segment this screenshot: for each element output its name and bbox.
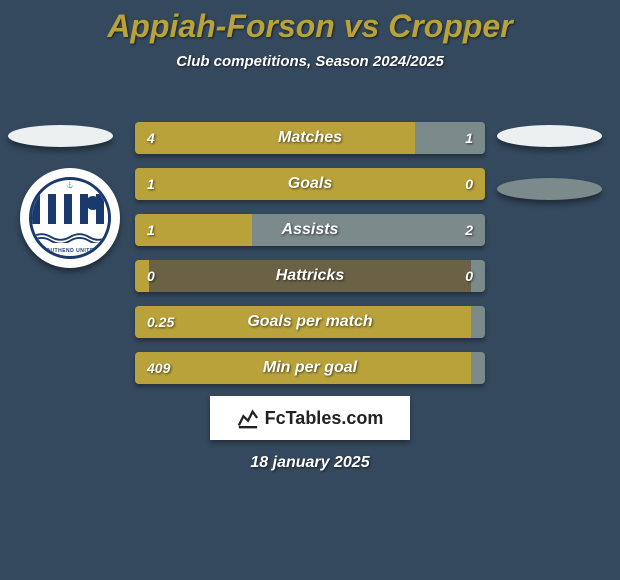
stat-bar-left [135, 352, 471, 384]
badge-top-text: ⚓ [32, 182, 108, 189]
stat-bar-right [252, 214, 485, 246]
stat-value-left: 1 [147, 214, 155, 246]
shadow-ellipse [497, 125, 602, 147]
page-title: Appiah-Forson vs Cropper [0, 0, 620, 45]
stat-value-right: 2 [465, 214, 473, 246]
stat-bar-left [135, 306, 471, 338]
footer-brand-text: FcTables.com [265, 408, 384, 429]
badge-waves-icon [32, 230, 108, 242]
stat-bar-left [135, 168, 485, 200]
stat-value-right: 0 [465, 168, 473, 200]
stat-bar-right [415, 122, 485, 154]
shadow-ellipse [497, 178, 602, 200]
stat-row: 12Assists [135, 214, 485, 246]
stat-value-left: 409 [147, 352, 170, 384]
stat-row: 0 0Hattricks [135, 260, 485, 292]
badge-bottom-text: SOUTHEND UNITED [32, 248, 108, 254]
stat-bar-right [471, 260, 485, 292]
stat-bars: 41Matches10Goals12Assists00Hattricks0.25… [135, 122, 485, 398]
stat-bar-left [135, 122, 415, 154]
stat-row: 10Goals [135, 168, 485, 200]
stat-value-right: 1 [465, 122, 473, 154]
stat-value-left: 1 [147, 168, 155, 200]
stat-bar-right [471, 352, 485, 384]
club-badge: ⚓ SOUTHEND UNITED [20, 168, 120, 268]
stat-value-left: 4 [147, 122, 155, 154]
subtitle: Club competitions, Season 2024/2025 [0, 53, 620, 70]
club-badge-shield: ⚓ SOUTHEND UNITED [29, 177, 111, 259]
stat-label: Hattricks [135, 260, 485, 292]
stat-bar-right [471, 306, 485, 338]
stat-row: 0.25Goals per match [135, 306, 485, 338]
stat-row: 41Matches [135, 122, 485, 154]
shadow-ellipse [8, 125, 113, 147]
footer-date: 18 january 2025 [0, 454, 620, 472]
footer-brand: FcTables.com [210, 396, 410, 440]
stat-value-right: 0 [465, 260, 473, 292]
stat-row: 409Min per goal [135, 352, 485, 384]
stat-value-left: 0.25 [147, 306, 174, 338]
comparison-infographic: Appiah-Forson vs Cropper Club competitio… [0, 0, 620, 580]
badge-ball-icon [86, 196, 100, 210]
stat-value-left: 0 [147, 260, 155, 292]
chart-icon [237, 407, 259, 429]
